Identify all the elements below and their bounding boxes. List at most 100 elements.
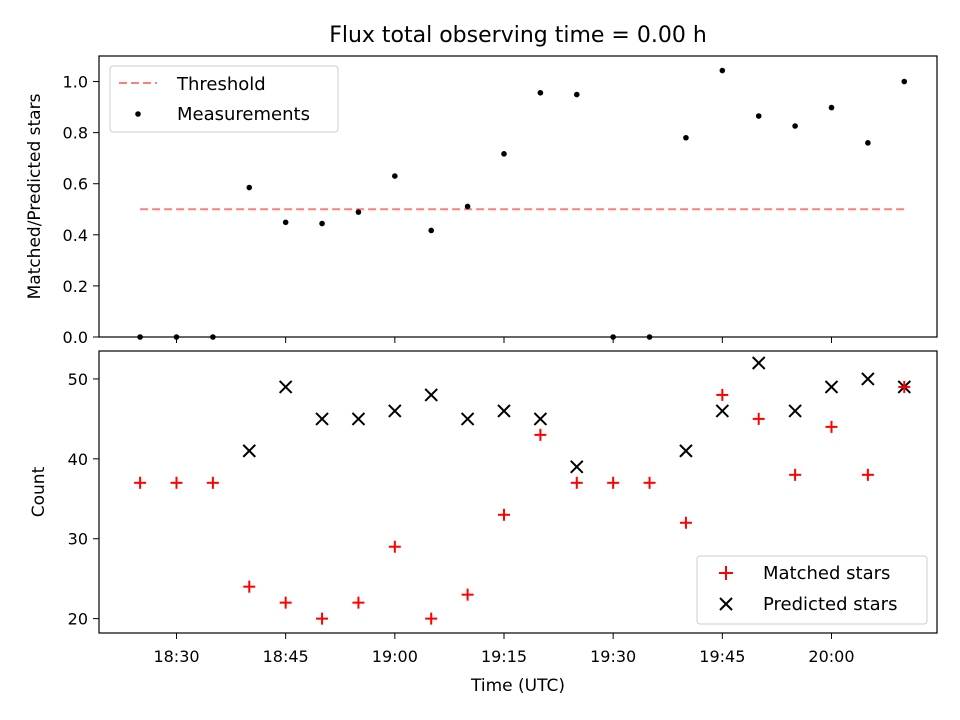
predicted-mark-stroke [861,372,875,386]
matched-star-point [388,540,401,553]
ratio-y-tick-label: 0.8 [63,124,88,143]
measurement-point [683,134,689,141]
count-legend-box [696,555,928,625]
count-y-axis-label: Count [29,466,49,517]
measurement-point [828,104,835,111]
predicted-star-point [715,404,730,418]
predicted-mark-stroke [388,404,402,418]
count-y-tick-label: 40 [68,450,88,469]
measurement-point [246,184,253,191]
predicted-star-point [242,444,256,458]
matched-star-point [570,476,583,489]
predicted-star-point [570,460,584,474]
predicted-star-point [679,444,693,458]
matched-star-point [134,476,147,489]
chart-title: Flux total observing time = 0.00 h [329,23,707,48]
measurement-point [755,113,762,119]
matched-star-point [716,388,729,401]
legend-threshold-label: Threshold [176,74,266,95]
predicted-star-point [861,372,875,386]
predicted-star-point [788,404,802,418]
x-axis-label: Time (UTC) [470,676,565,696]
count-panel: 20 30 40 50 18:30 18:45 19:00 19:15 19:30 19:45 2… [29,350,938,696]
count-y-tick-label: 50 [68,370,88,389]
ratio-panel-frame [98,55,938,338]
matched-star-point [206,476,219,489]
legend-predicted-label: Predicted stars [763,594,897,615]
ratio-y-tick-label: 0.2 [63,277,88,296]
predicted-mark-stroke [788,404,802,418]
predicted-star-point [460,412,475,426]
predicted-mark-stroke [824,380,839,394]
measurement-point [319,220,325,227]
matched-star-point [679,516,692,529]
measurement-point [792,123,798,129]
count-x-tick-label: 18:30 [153,647,199,666]
ratio-y-ticks: 0.0 0.2 0.4 0.6 0.8 1.0 [63,73,99,347]
count-x-tick-label: 19:00 [372,647,418,666]
measurement-point [537,89,544,96]
measurement-point [355,209,362,215]
predicted-mark-stroke [752,356,766,370]
measurement-point [901,78,908,85]
matched-star-point [643,476,656,489]
matched-star-point [861,468,874,481]
measurement-point [719,67,726,74]
matched-star-point [497,508,510,521]
count-x-ticks: 18:30 18:45 19:00 19:15 19:30 19:45 20:00 [153,633,855,666]
measurement-point [464,203,471,210]
ratio-y-tick-label: 0.4 [63,226,88,245]
measurement-point [392,173,398,179]
predicted-mark-stroke [679,444,693,458]
ratio-y-tick-label: 1.0 [63,73,88,92]
predicted-star-point [824,380,839,394]
count-y-tick-label: 20 [68,610,88,629]
measurement-point [282,219,289,226]
legend-measurements-label: Measurements [177,104,310,125]
legend-matched-label: Matched stars [763,563,890,584]
matched-star-point [316,612,329,625]
count-panel-frame [98,350,938,634]
predicted-star-point [497,404,511,418]
predicted-star-point [752,356,766,370]
predicted-star-point [388,404,402,418]
count-x-tick-label: 19:15 [481,647,527,666]
ratio-y-axis-label: Matched/Predicted stars [25,93,45,299]
predicted-mark-stroke [460,412,475,426]
count-legend: Matched stars Predicted stars [696,555,928,625]
measurement-point [501,151,507,157]
measurement-point [865,140,871,146]
matched-star-point [789,468,802,481]
predicted-mark-stroke [278,380,293,394]
predicted-star-point [351,412,366,426]
predicted-star-point [533,412,548,426]
matched-star-point [534,428,547,441]
matched-star-point [170,476,183,489]
measurement-point [428,227,435,234]
matched-star-point [825,420,838,433]
ratio-legend: Threshold Measurements [109,65,339,133]
ratio-y-tick-label: 0.6 [63,175,88,194]
count-x-tick-label: 18:45 [263,647,309,666]
matched-star-point [607,476,620,489]
predicted-star-point [315,412,329,426]
ratio-panel: 0.0 0.2 0.4 0.6 0.8 1.0 Matched/Predicted sta… [25,55,938,347]
matched-star-point [243,580,256,593]
matched-star-point [279,596,292,609]
predicted-mark-stroke [424,388,438,402]
count-marks [134,356,911,625]
legend-matched-swatch [719,566,733,580]
ratio-y-tick-label: 0.0 [63,328,88,347]
predicted-star-point [278,380,293,394]
count-x-tick-label: 19:30 [590,647,636,666]
matched-star-point [898,380,911,393]
ratio-legend-box [109,65,339,133]
count-x-tick-label: 19:45 [699,647,745,666]
predicted-mark-stroke [715,404,730,418]
matched-star-point [752,412,765,425]
predicted-mark-stroke [242,444,256,458]
count-x-tick-label: 20:00 [808,647,854,666]
legend-measurements-swatch [135,111,141,117]
predicted-mark-stroke [533,412,548,426]
